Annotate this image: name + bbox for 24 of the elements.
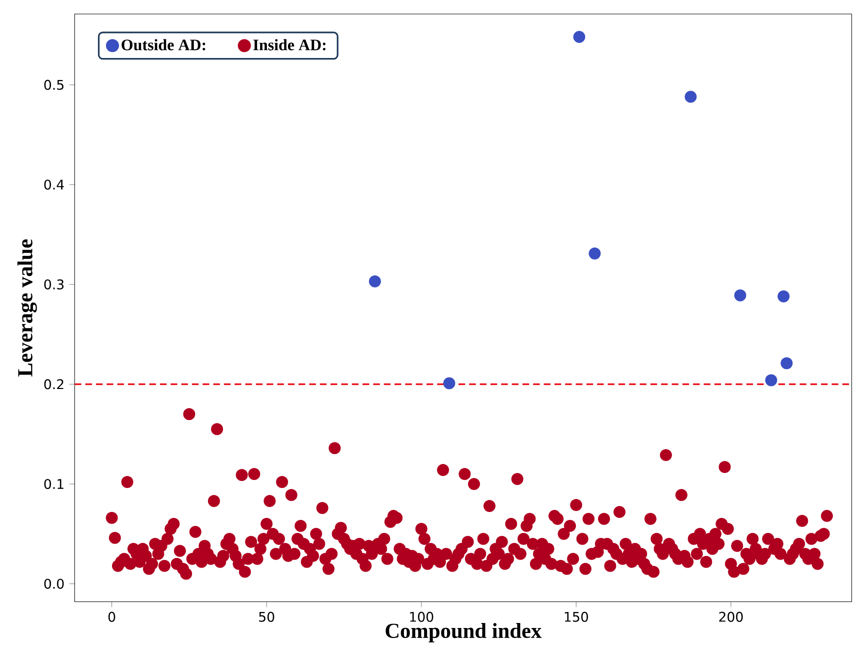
x-tick-label: 50 [259, 612, 274, 622]
point [684, 90, 697, 103]
legend-label: Outside AD: [122, 39, 206, 50]
x-axis-title: Compound index [386, 622, 542, 642]
y-axis-title: Leverage value [17, 239, 37, 376]
y-tick-label: 0.0 [44, 578, 64, 589]
point [368, 275, 381, 288]
x-tick-label: 0 [108, 612, 116, 622]
y-tick-label: 0.5 [44, 80, 64, 90]
point [780, 357, 793, 370]
y-tick-label: 0.1 [44, 478, 64, 490]
point [734, 289, 746, 302]
point [573, 30, 586, 43]
x-tick-label: 200 [719, 612, 743, 622]
x-tick-label: 150 [564, 612, 588, 622]
y-tick-label: 0.3 [44, 279, 64, 290]
y-tick-label: 0.4 [44, 180, 64, 190]
point [588, 247, 601, 260]
point [443, 377, 456, 390]
legend-label: Inside AD: [253, 39, 326, 50]
x-tick-label: 100 [410, 612, 434, 622]
y-tick-label: 0.2 [44, 379, 64, 390]
point [765, 374, 778, 386]
point [778, 290, 790, 302]
